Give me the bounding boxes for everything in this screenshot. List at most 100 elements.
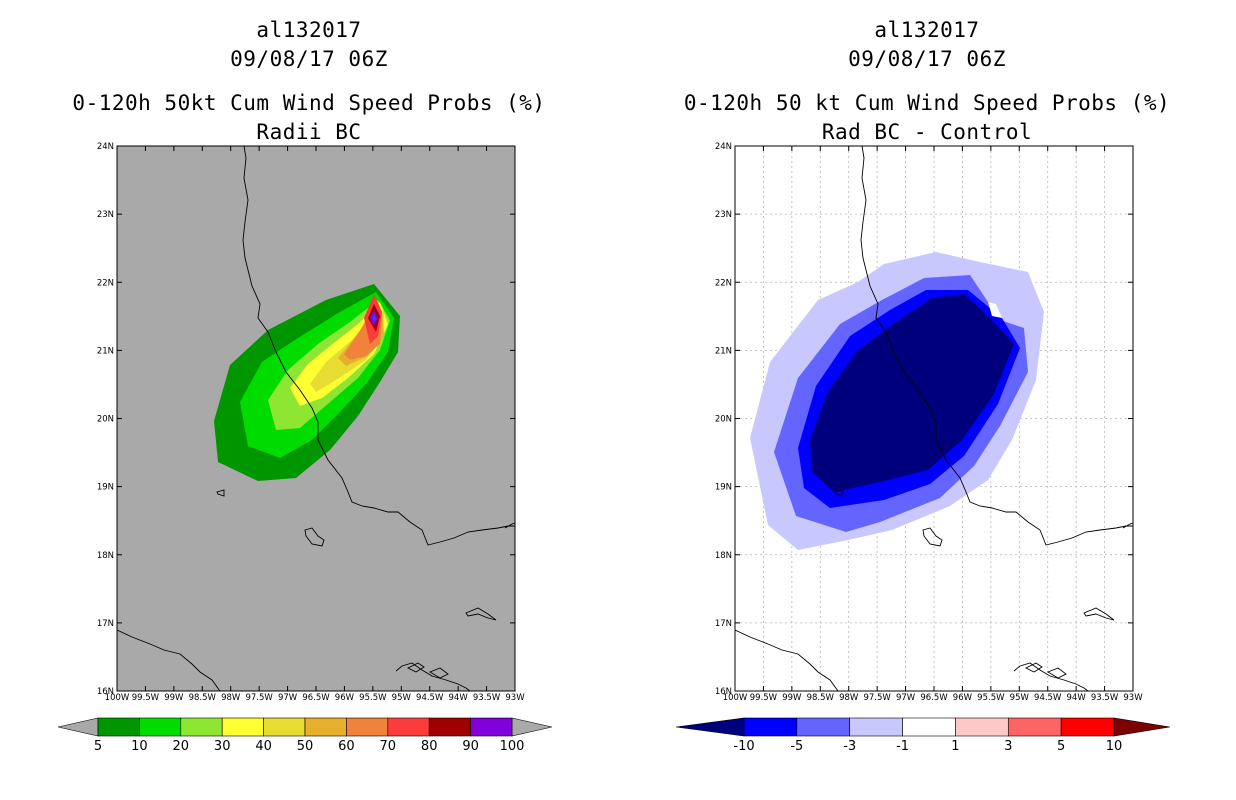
coastline-segment (1046, 667, 1067, 679)
right-panel: al132017 09/08/17 06Z 0-120h 50 kt Cum W… (618, 0, 1236, 800)
colorbar-swatch (743, 717, 798, 737)
colorbar-swatch (139, 717, 182, 737)
right-difference-contours (750, 252, 1044, 550)
lon-tick-label: 96.5W (302, 693, 330, 703)
colorbar-swatch (796, 717, 851, 737)
left-probability-contours (214, 284, 400, 481)
colorbar-swatch (849, 717, 903, 737)
right-storm-id: al132017 (874, 18, 980, 42)
right-map: 16N 17N 18N 19N 20N 21N 22N 23N 24N 100W 99.5W 99W 9… (675, 142, 1171, 754)
lon-tick-label: 98.5W (189, 693, 217, 703)
lon-tick-label: 97W (896, 693, 916, 703)
left-map: 16N 17N 18N 19N 20N 21N 22N 23N 24N 100W 99.5W 99W 9… (57, 142, 553, 754)
lon-tick-label: 99.5W (750, 693, 778, 703)
lat-tick-label: 23N (97, 210, 114, 220)
lon-tick-label: 94W (449, 693, 469, 703)
diff-white-notch (988, 302, 1002, 318)
lat-tick-label: 24N (715, 142, 732, 152)
left-date: 09/08/17 06Z (230, 47, 388, 71)
lon-tick-label: 98W (221, 693, 241, 703)
lon-tick-label: 93.5W (1091, 693, 1119, 703)
colorbar-swatch (387, 717, 430, 737)
left-product-title: 0-120h 50kt Cum Wind Speed Probs (%) (72, 91, 546, 115)
left-panel: al132017 09/08/17 06Z 0-120h 50kt Cum Wi… (57, 18, 553, 754)
left-subtitle: Radii BC (256, 120, 362, 144)
coastline-segment (922, 527, 943, 547)
coastline-segment (734, 629, 839, 692)
coastline-segment (428, 667, 449, 679)
colorbar-label: 5 (1057, 739, 1065, 754)
lat-tick-label: 16N (715, 687, 732, 697)
lon-tick-label: 94.5W (1034, 693, 1062, 703)
colorbar-label: -3 (843, 739, 856, 754)
lat-tick-label: 17N (715, 619, 732, 629)
colorbar-label: 30 (214, 739, 231, 754)
lon-tick-label: 99.5W (132, 693, 160, 703)
coastline-segment (1013, 662, 1089, 692)
colorbar-label: 40 (255, 739, 272, 754)
colorbar-label: 3 (1004, 739, 1012, 754)
colorbar-label: 1 (951, 739, 959, 754)
colorbar-swatch (97, 717, 140, 737)
coastline-segment (242, 145, 515, 546)
right-axes: 16N 17N 18N 19N 20N 21N 22N 23N 24N 100W 99.5W 99W 9… (715, 142, 1143, 703)
colorbar-left-arrow (57, 717, 99, 737)
colorbar-swatch (428, 717, 471, 737)
right-gridlines (735, 146, 1133, 691)
coastline-segment (116, 629, 221, 692)
coastline-segment (395, 662, 471, 692)
colorbar-label: 70 (380, 739, 397, 754)
right-subtitle: Rad BC - Control (821, 120, 1033, 144)
lat-tick-label: 20N (97, 415, 114, 425)
lat-tick-label: 20N (715, 415, 732, 425)
lon-tick-label: 96W (953, 693, 973, 703)
lat-tick-label: 19N (97, 483, 114, 493)
lon-tick-label: 98W (839, 693, 859, 703)
diff-minus10-contour (810, 294, 1014, 492)
colorbar-right-arrow (1113, 717, 1171, 737)
lat-tick-label: 22N (97, 278, 114, 288)
lon-tick-label: 96W (335, 693, 355, 703)
coastline-segment (465, 607, 497, 621)
colorbar-label: 10 (1106, 739, 1123, 754)
colorbar-label: 20 (173, 739, 190, 754)
left-storm-id: al132017 (256, 18, 362, 42)
lon-tick-label: 93.5W (473, 693, 501, 703)
colorbar-label: -10 (733, 739, 754, 754)
colorbar-label: 80 (421, 739, 438, 754)
colorbar-label: 5 (94, 739, 102, 754)
right-date: 09/08/17 06Z (848, 47, 1006, 71)
lon-tick-label: 94.5W (416, 693, 444, 703)
lon-tick-label: 98.5W (807, 693, 835, 703)
lat-tick-label: 16N (97, 687, 114, 697)
lon-tick-label: 95.5W (977, 693, 1005, 703)
lat-tick-label: 17N (97, 619, 114, 629)
coastline-segment (1083, 607, 1115, 621)
coastline-segment (216, 489, 225, 497)
lon-tick-label: 96.5W (920, 693, 948, 703)
coastline-segment (304, 527, 325, 547)
lat-tick-label: 23N (715, 210, 732, 220)
lon-tick-label: 93W (505, 693, 525, 703)
coastline-segment (834, 489, 843, 497)
lon-tick-label: 99W (782, 693, 802, 703)
lon-tick-label: 97.5W (245, 693, 273, 703)
colorbar-swatch (470, 717, 513, 737)
lat-tick-label: 19N (715, 483, 732, 493)
colorbar-label: -1 (896, 739, 909, 754)
lat-tick-label: 21N (715, 346, 732, 356)
lon-tick-label: 95W (1010, 693, 1030, 703)
colorbar-swatch (1007, 717, 1062, 737)
colorbar-label: 60 (338, 739, 355, 754)
lon-tick-label: 100W (723, 693, 748, 703)
lon-tick-label: 97W (278, 693, 298, 703)
lon-tick-label: 99W (164, 693, 184, 703)
lon-tick-label: 94W (1067, 693, 1087, 703)
left-coastline (116, 145, 516, 692)
left-axes: 16N 17N 18N 19N 20N 21N 22N 23N 24N 100W 99.5W 99W 9… (97, 142, 525, 703)
colorbar-swatch (1060, 717, 1115, 737)
lon-tick-label: 95.5W (359, 693, 387, 703)
colorbar-swatch (902, 717, 956, 737)
coastline-segment (406, 662, 425, 673)
right-product-title: 0-120h 50 kt Cum Wind Speed Probs (%) (683, 91, 1171, 115)
